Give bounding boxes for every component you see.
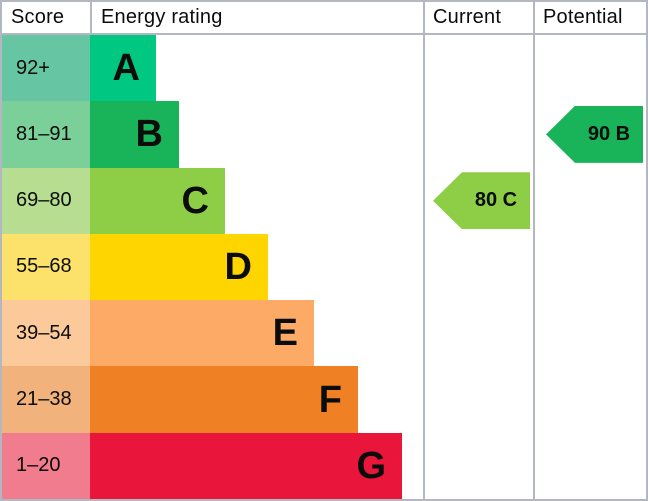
potential-cell [533,366,646,433]
potential-rating-arrow: 90 B [546,105,643,163]
band-bar: D [90,233,268,301]
band-score-cell: 1–20 [2,432,90,499]
band-score-range: 55–68 [16,255,72,278]
band-row-f: 21–38 F [2,366,646,433]
band-score-range: 69–80 [16,189,72,212]
band-score-cell: 81–91 [2,101,90,168]
current-cell [423,233,533,301]
band-energy-cell: A [90,35,423,102]
band-letter: G [356,444,386,487]
band-letter: C [181,179,209,222]
band-bar: F [90,366,358,433]
score-column-header: Score [11,6,65,28]
band-letter: A [112,47,140,90]
band-energy-cell: F [90,366,423,433]
current-cell [423,432,533,499]
current-rating-label: 80 C [474,189,518,212]
band-letter: E [272,312,298,355]
band-rows: 92+ A 81–91 B [2,35,646,499]
band-energy-cell: C [90,167,423,234]
band-energy-cell: D [90,233,423,301]
chart-header-row: Score Energy rating Current Potential [2,2,646,35]
band-bar: B [90,101,179,168]
band-energy-cell: E [90,300,423,367]
band-letter: D [224,245,252,288]
potential-cell [533,432,646,499]
band-energy-cell: B [90,101,423,168]
band-letter: B [135,113,163,156]
band-score-range: 21–38 [16,388,72,411]
potential-cell: 90 B [533,101,646,168]
energy-rating-column-header: Energy rating [90,2,423,33]
current-cell [423,366,533,433]
band-row-a: 92+ A [2,35,646,102]
band-bar: A [90,35,156,102]
band-bar: G [90,432,402,499]
potential-cell [533,167,646,234]
band-score-range: 92+ [16,56,50,79]
band-bar: C [90,167,225,234]
current-cell [423,101,533,168]
band-letter: F [318,378,342,421]
band-score-cell: 92+ [2,35,90,102]
band-score-range: 39–54 [16,321,72,344]
band-row-b: 81–91 B 90 B [2,101,646,168]
potential-cell [533,233,646,301]
band-energy-cell: G [90,432,423,499]
band-row-g: 1–20 G [2,432,646,499]
potential-cell [533,300,646,367]
band-score-cell: 69–80 [2,167,90,234]
band-score-cell: 55–68 [2,233,90,301]
current-rating-arrow: 80 C [433,172,530,230]
potential-column-header: Potential [533,2,646,33]
potential-cell [533,35,646,102]
band-score-range: 1–20 [16,454,61,477]
band-score-cell: 21–38 [2,366,90,433]
potential-rating-label: 90 B [587,122,631,145]
band-score-cell: 39–54 [2,300,90,367]
current-cell: 80 C [423,167,533,234]
band-bar: E [90,300,314,367]
current-column-header: Current [423,2,533,33]
band-row-d: 55–68 D [2,233,646,301]
band-row-c: 69–80 C 80 C [2,167,646,234]
current-cell [423,35,533,102]
current-cell [423,300,533,367]
band-row-e: 39–54 E [2,300,646,367]
band-score-range: 81–91 [16,122,72,145]
